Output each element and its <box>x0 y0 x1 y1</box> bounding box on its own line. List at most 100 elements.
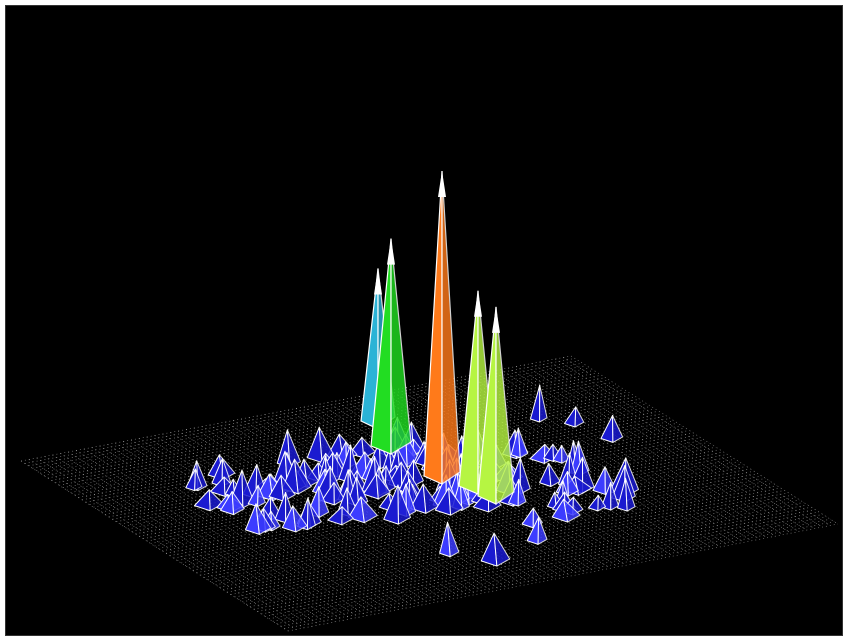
peak-tip <box>438 171 446 197</box>
grid-line <box>196 466 747 574</box>
low-peak <box>551 498 581 523</box>
pyramid-face <box>333 481 346 506</box>
grid-line <box>311 405 579 575</box>
grid-line <box>170 432 438 603</box>
grid-line <box>162 433 430 604</box>
grid-line <box>138 438 407 609</box>
grid-line <box>188 461 739 569</box>
surface-plot-viewport <box>5 5 843 636</box>
grid-line <box>74 389 625 496</box>
low-peak <box>539 462 561 487</box>
grid-line <box>507 367 776 537</box>
grid-line <box>52 454 320 626</box>
pyramid-face <box>185 468 196 492</box>
grid-line <box>257 504 808 612</box>
grid-line <box>276 516 827 625</box>
grid-line <box>374 393 642 563</box>
grid-line <box>99 445 367 616</box>
peak-tip <box>387 238 395 265</box>
low-peak <box>247 484 266 508</box>
pyramid-face <box>306 497 316 531</box>
low-peak <box>410 483 439 514</box>
pyramid-face <box>375 473 391 500</box>
low-peak <box>281 505 308 533</box>
grid-line <box>413 385 682 555</box>
grid-line <box>284 521 835 629</box>
pyramid-face <box>563 498 581 523</box>
low-peak <box>563 406 585 428</box>
grid-line <box>215 478 766 586</box>
low-peak <box>600 414 624 443</box>
grid-line <box>265 509 816 617</box>
low-peak <box>529 384 548 423</box>
pyramid-face <box>422 483 439 514</box>
peak-face <box>423 170 443 485</box>
low-peak <box>383 484 412 525</box>
grid-line <box>193 427 462 598</box>
pyramid-face <box>292 505 308 533</box>
grid-line <box>211 475 762 583</box>
low-peak <box>510 427 529 459</box>
tall-peaks <box>360 170 515 506</box>
grid-line <box>78 391 629 498</box>
pyramid-face <box>318 486 330 518</box>
grid-line <box>547 360 815 529</box>
grid-line <box>245 497 797 605</box>
pyramid-face <box>610 481 620 511</box>
grid-line <box>531 363 799 532</box>
low-peak <box>439 521 460 558</box>
grid-line <box>20 460 289 632</box>
grid-line <box>562 357 831 526</box>
grid-line <box>484 372 752 542</box>
grid-line <box>67 451 336 623</box>
low-peak <box>347 496 378 524</box>
grid-line <box>287 409 556 580</box>
grid-line <box>184 458 736 566</box>
low-peak <box>526 516 548 545</box>
pyramid-face <box>563 406 577 428</box>
low-peak <box>244 503 272 535</box>
grid-line <box>201 426 469 597</box>
pyramid-face <box>600 414 614 443</box>
grid-line <box>476 373 744 543</box>
pyramid-face <box>566 470 579 497</box>
pyramid-face <box>574 475 593 496</box>
grid-line <box>232 420 501 590</box>
grid-line <box>468 375 737 545</box>
lime-peak-b <box>477 306 515 506</box>
grid-line <box>192 463 743 571</box>
peak-tip <box>492 306 500 333</box>
peak-face <box>441 170 461 486</box>
grid-line <box>570 355 839 525</box>
pyramid-face <box>447 521 460 558</box>
pyramid-face <box>257 484 266 508</box>
pyramid-face <box>360 496 378 524</box>
grid-line <box>261 506 812 615</box>
pyramid-face <box>294 458 312 495</box>
grid-line <box>122 441 391 612</box>
grid-line <box>107 444 375 615</box>
pyramid-face <box>519 457 531 495</box>
grid-line <box>60 453 328 624</box>
green-peak-left <box>370 238 412 456</box>
grid-line <box>280 518 831 627</box>
low-peak <box>362 473 391 500</box>
grid-line <box>555 358 823 528</box>
grid-line <box>130 439 399 610</box>
low-peak <box>480 532 511 567</box>
grid-line <box>234 490 785 598</box>
grid-line <box>185 429 454 600</box>
pyramid-face <box>341 506 354 526</box>
pyramid-face <box>517 427 529 459</box>
grid-line <box>272 514 823 622</box>
low-peak <box>617 477 636 512</box>
pyramid-face <box>255 503 272 535</box>
grid-line <box>253 502 804 610</box>
grid-line <box>209 424 477 595</box>
grid-line <box>226 485 778 593</box>
pyramid-face <box>624 477 636 512</box>
grid-line <box>70 386 621 493</box>
pyramid-face <box>194 468 203 492</box>
pyramid-face <box>539 384 548 423</box>
